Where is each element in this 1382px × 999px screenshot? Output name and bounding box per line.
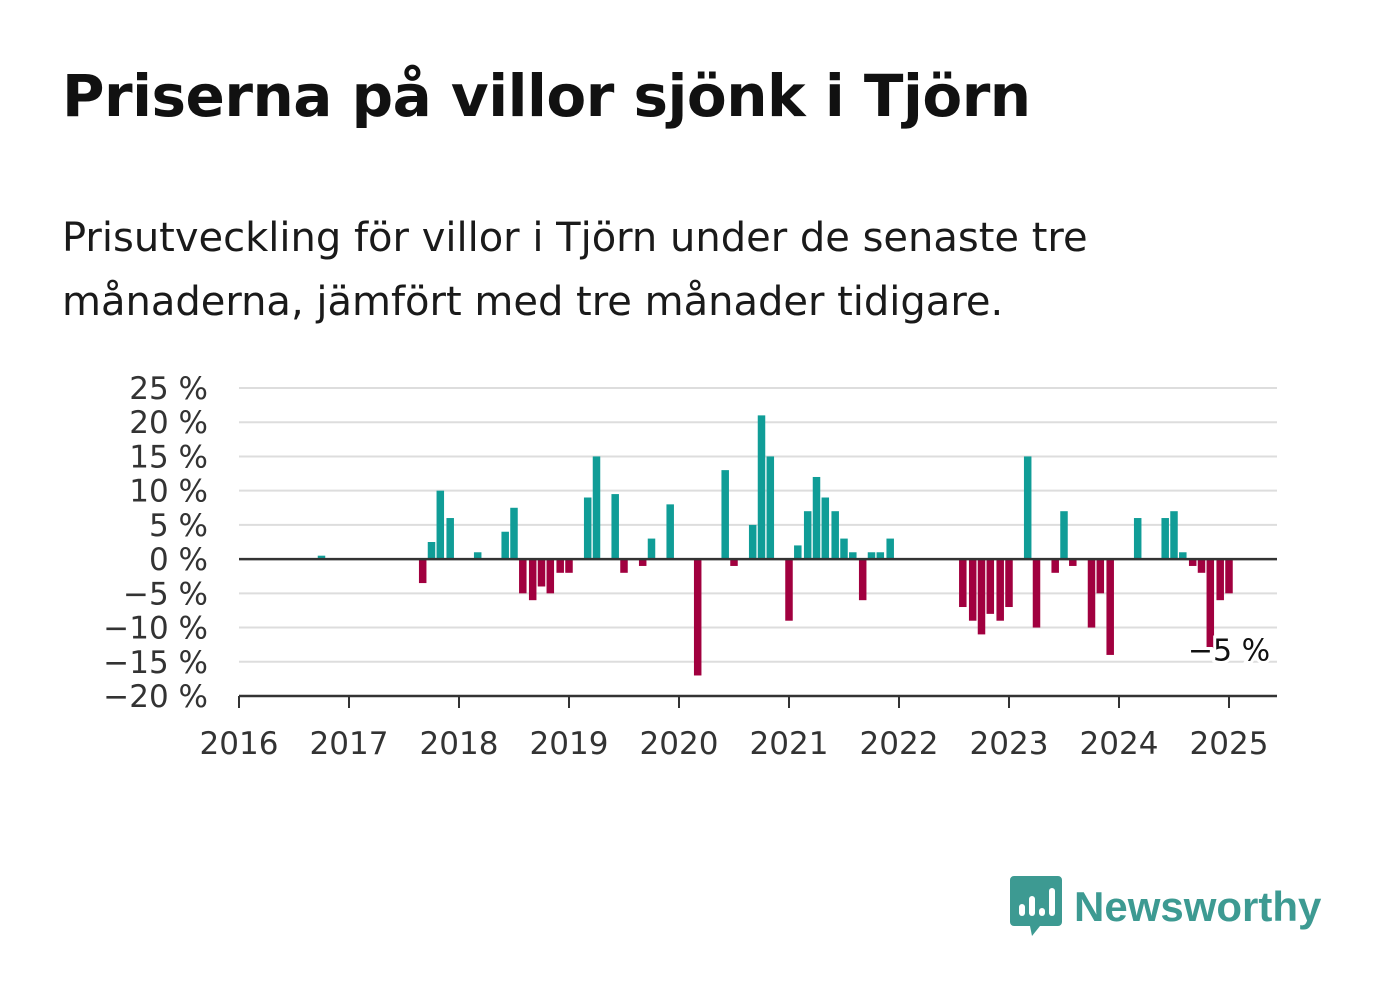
bar <box>1197 559 1206 573</box>
bar <box>1023 456 1032 560</box>
bar <box>1161 518 1169 560</box>
bar <box>959 559 967 608</box>
chart-subtitle: Prisutveckling för villor i Tjörn under … <box>62 215 1088 325</box>
bar <box>968 559 977 621</box>
bar <box>831 511 839 560</box>
bar <box>556 559 564 573</box>
bar <box>996 559 1004 621</box>
brand-name: Newsworthy <box>1074 883 1322 930</box>
bar <box>317 555 326 560</box>
newsworthy-logo: Newsworthy <box>1010 876 1321 938</box>
bar <box>519 559 527 594</box>
y-tick-label: 5 % <box>149 508 208 544</box>
bar <box>436 490 445 560</box>
bar <box>418 559 427 584</box>
bar <box>1051 559 1059 573</box>
y-tick-label: 25 % <box>129 371 208 407</box>
bar <box>501 531 509 560</box>
x-tick-label: 2025 <box>1190 726 1269 762</box>
bar <box>620 559 628 573</box>
bar <box>1005 559 1013 608</box>
bar <box>977 559 986 635</box>
bar <box>785 559 793 621</box>
bar <box>1032 559 1041 628</box>
bar <box>886 538 894 560</box>
bar <box>427 542 436 560</box>
bar <box>546 559 555 594</box>
x-tick-label: 2021 <box>750 726 829 762</box>
bar <box>1216 559 1224 601</box>
bar <box>473 552 482 560</box>
bar <box>565 559 573 573</box>
bar <box>1106 559 1114 655</box>
bar <box>611 494 619 560</box>
bar <box>986 559 995 614</box>
y-tick-label: 10 % <box>129 474 208 510</box>
bar <box>583 497 592 560</box>
bar <box>730 559 738 566</box>
bar <box>876 552 885 560</box>
y-tick-label: −15 % <box>103 645 208 681</box>
y-tick-label: 15 % <box>129 439 208 475</box>
x-tick-label: 2020 <box>640 726 719 762</box>
bars <box>317 415 1233 676</box>
newsworthy-logo-icon <box>1010 876 1062 936</box>
axes <box>238 557 1277 708</box>
chart-title: Priserna på villor sjönk i Tjörn <box>62 62 1031 130</box>
y-tick-label: −10 % <box>103 611 208 647</box>
latest-value-annotation: −5 % <box>1188 633 1270 668</box>
bar <box>757 415 766 560</box>
bar <box>537 559 546 587</box>
bar <box>510 507 518 560</box>
bar <box>1069 559 1077 566</box>
bar <box>794 545 802 560</box>
y-tick-label: −20 % <box>103 679 208 715</box>
bar <box>812 476 821 560</box>
y-tick-label: −5 % <box>123 576 208 612</box>
bar <box>867 552 876 560</box>
bar <box>528 559 537 601</box>
bar <box>1225 559 1233 594</box>
bar <box>849 552 857 560</box>
x-tick-label: 2018 <box>420 726 499 762</box>
bar <box>858 559 867 601</box>
bar <box>1179 552 1187 560</box>
bar <box>1170 511 1178 560</box>
bar <box>721 470 729 560</box>
bar <box>803 511 812 560</box>
bar <box>1060 511 1068 560</box>
bar <box>693 559 702 676</box>
bar <box>592 456 601 560</box>
bar <box>647 538 656 560</box>
x-tick-label: 2024 <box>1080 726 1159 762</box>
y-tick-label: 0 % <box>149 542 208 578</box>
bar <box>446 518 454 560</box>
y-tick-label: 20 % <box>129 405 208 441</box>
x-tick-label: 2023 <box>970 726 1049 762</box>
bar <box>638 559 647 566</box>
bar <box>766 456 775 560</box>
tick-labels: −20 %−15 %−10 %−5 %0 %5 %10 %15 %20 %25 … <box>103 371 1268 762</box>
bar <box>748 524 757 560</box>
bar <box>666 504 674 560</box>
bar <box>821 497 830 560</box>
x-tick-label: 2017 <box>310 726 389 762</box>
x-tick-label: 2019 <box>530 726 609 762</box>
x-tick-label: 2016 <box>200 726 279 762</box>
bar <box>1133 518 1142 560</box>
bar <box>840 538 848 560</box>
annotations: −5 % <box>1185 630 1273 671</box>
x-tick-label: 2022 <box>860 726 939 762</box>
bar <box>1087 559 1096 628</box>
bar <box>1188 559 1197 566</box>
bar <box>1096 559 1105 594</box>
bar <box>1206 559 1215 649</box>
